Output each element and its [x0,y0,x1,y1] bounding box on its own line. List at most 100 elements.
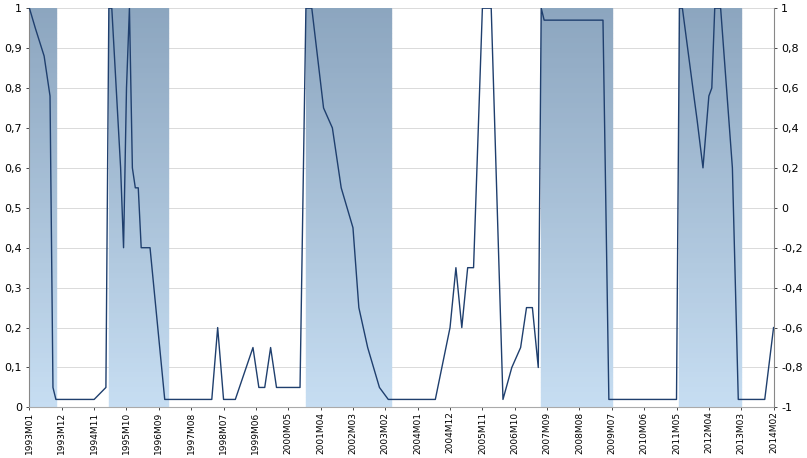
Bar [306,73,391,78]
Bar [679,258,741,263]
Bar [306,263,391,267]
Bar [109,218,168,223]
Bar [541,168,612,173]
Bar [29,248,56,253]
Bar [679,168,741,173]
Bar [109,322,168,327]
Bar [306,308,391,313]
Bar [29,68,56,73]
Bar [306,267,391,273]
Bar [541,203,612,208]
Bar [679,267,741,273]
Bar [541,68,612,73]
Bar [109,283,168,288]
Bar [679,298,741,303]
Bar [541,63,612,68]
Bar [541,338,612,343]
Bar [109,333,168,338]
Bar [679,103,741,108]
Bar [306,313,391,317]
Bar [541,273,612,278]
Bar [306,258,391,263]
Bar [29,303,56,308]
Bar [541,188,612,193]
Bar [109,293,168,298]
Bar [109,393,168,398]
Bar [541,243,612,248]
Bar [679,118,741,123]
Bar [679,98,741,103]
Bar [306,322,391,327]
Bar [306,178,391,183]
Bar [679,283,741,288]
Bar [679,113,741,118]
Bar [306,173,391,178]
Bar [109,123,168,128]
Bar [541,198,612,203]
Bar [541,283,612,288]
Bar [109,273,168,278]
Bar [541,73,612,78]
Bar [306,362,391,367]
Bar [109,183,168,188]
Bar [109,288,168,293]
Bar [679,403,741,408]
Bar [541,53,612,58]
Bar [679,293,741,298]
Bar [541,43,612,48]
Bar [109,38,168,43]
Bar [29,138,56,143]
Bar [29,278,56,283]
Bar [679,23,741,28]
Bar [679,322,741,327]
Bar [541,317,612,322]
Bar [109,103,168,108]
Bar [679,8,741,13]
Bar [306,33,391,38]
Bar [109,313,168,317]
Bar [679,343,741,348]
Bar [306,273,391,278]
Bar [109,198,168,203]
Bar [109,188,168,193]
Bar [306,298,391,303]
Bar [109,133,168,138]
Bar [109,308,168,313]
Bar [541,158,612,163]
Bar [679,133,741,138]
Bar [29,283,56,288]
Bar [679,83,741,88]
Bar [29,218,56,223]
Bar [306,358,391,362]
Bar [29,213,56,218]
Bar [679,313,741,317]
Bar [29,78,56,83]
Bar [541,322,612,327]
Bar [306,348,391,353]
Bar [679,327,741,333]
Bar [541,138,612,143]
Bar [541,288,612,293]
Bar [306,118,391,123]
Bar [679,73,741,78]
Bar [109,83,168,88]
Bar [29,98,56,103]
Bar [29,273,56,278]
Bar [541,78,612,83]
Bar [541,128,612,133]
Bar [541,398,612,403]
Bar [109,158,168,163]
Bar [109,113,168,118]
Bar [679,68,741,73]
Bar [679,153,741,158]
Bar [679,288,741,293]
Bar [541,88,612,93]
Bar [679,387,741,393]
Bar [306,183,391,188]
Bar [29,398,56,403]
Bar [679,173,741,178]
Bar [306,133,391,138]
Bar [541,393,612,398]
Bar [679,243,741,248]
Bar [306,208,391,213]
